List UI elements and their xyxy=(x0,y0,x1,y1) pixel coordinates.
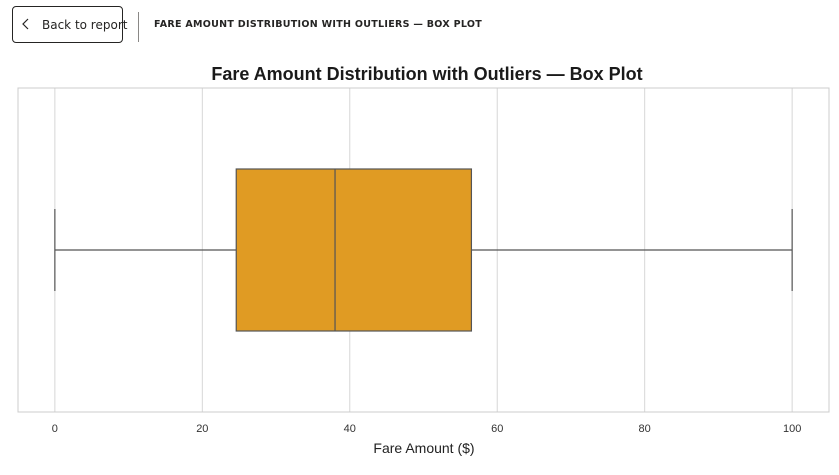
interquartile-box xyxy=(235,168,473,332)
x-tick-label: 60 xyxy=(491,423,503,435)
chevron-left-icon xyxy=(22,18,29,30)
x-axis-label: Fare Amount ($) xyxy=(373,440,474,456)
top-bar: Back to report FARE AMOUNT DISTRIBUTION … xyxy=(0,0,839,50)
x-tick-label: 40 xyxy=(344,423,356,435)
plot-area-frame xyxy=(17,87,830,413)
x-tick-label: 80 xyxy=(639,423,651,435)
chart-title: Fare Amount Distribution with Outliers —… xyxy=(211,64,642,84)
header-divider xyxy=(138,12,139,42)
x-axis-ticks: 0 20 40 60 80 100 xyxy=(52,423,802,435)
box-plot-marks xyxy=(54,168,793,332)
back-button-label: Back to report xyxy=(42,18,128,32)
page-title: FARE AMOUNT DISTRIBUTION WITH OUTLIERS —… xyxy=(154,19,483,30)
x-tick-label: 20 xyxy=(196,423,208,435)
x-tick-label: 100 xyxy=(783,423,801,435)
back-to-report-button[interactable]: Back to report xyxy=(12,6,127,43)
x-tick-label: 0 xyxy=(52,423,58,435)
